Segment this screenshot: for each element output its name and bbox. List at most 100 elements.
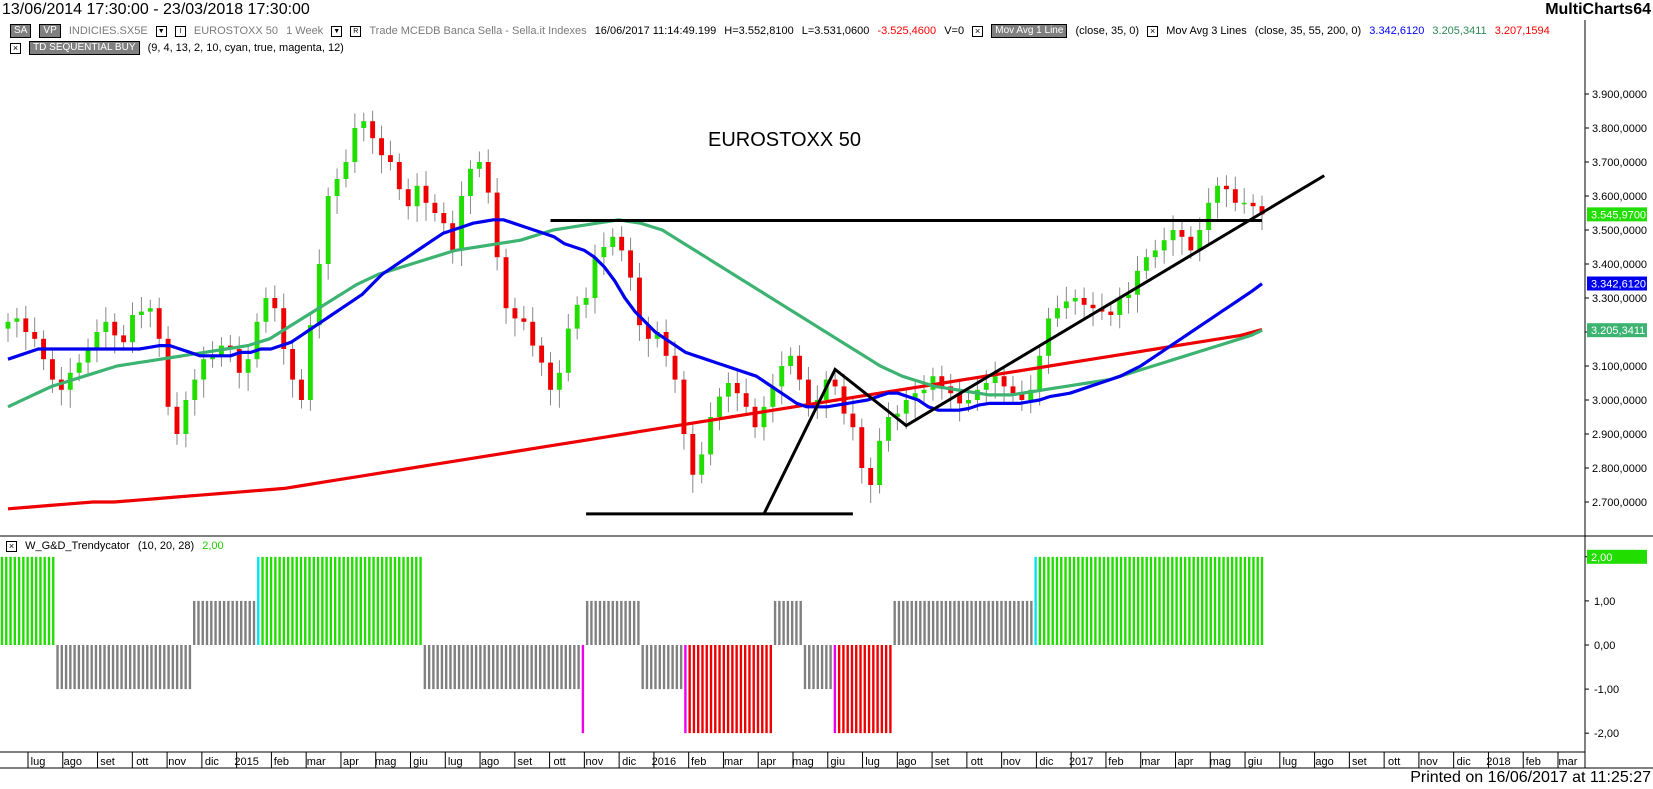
candle-body [1188, 236, 1194, 251]
x-tick-label: ago [898, 756, 916, 768]
candle-body [637, 277, 642, 326]
candle-body [414, 185, 420, 207]
candle-body [156, 308, 162, 339]
candle-body [476, 162, 482, 169]
x-tick-label: dic [205, 756, 220, 768]
candle-body [894, 413, 900, 417]
candle-body [405, 189, 411, 207]
resolution-dropdown-icon[interactable]: ▼ [331, 25, 343, 37]
close-study3-icon[interactable]: × [10, 42, 21, 54]
candle-body [903, 400, 909, 414]
x-tick-label: feb [274, 756, 289, 768]
candle-body [1019, 393, 1025, 400]
candle-body [1055, 308, 1060, 319]
candle-body [379, 138, 384, 156]
candle-body [352, 128, 358, 162]
candle-body [183, 400, 189, 434]
candle-body [468, 168, 473, 196]
candle-body [1223, 185, 1229, 190]
study2-value1: 3.342,6120 [1369, 25, 1425, 37]
close-study2-icon[interactable]: × [1147, 25, 1159, 37]
sa-chip[interactable]: SA [10, 24, 32, 38]
candle-body [672, 355, 678, 380]
low-value: L=3.531,0600 [801, 25, 870, 37]
candle-body [805, 379, 811, 404]
candle-body [1126, 294, 1132, 298]
candle-body [556, 372, 562, 390]
x-tick-label: giu [830, 756, 845, 768]
candle-body [974, 389, 980, 400]
x-tick-label: 2016 [652, 756, 676, 768]
instrument-icon[interactable]: I [174, 25, 186, 37]
x-tick-label: mag [1210, 756, 1231, 768]
candle-body [832, 379, 838, 387]
x-tick-label: ott [136, 756, 148, 768]
candle-body [1108, 311, 1114, 315]
candle-body [94, 332, 100, 349]
candle-body [725, 383, 731, 397]
candle-body [1232, 189, 1238, 203]
candle-body [307, 325, 313, 400]
candle-body [1250, 202, 1256, 207]
indicator-y-tick-label: -1,00 [1594, 684, 1619, 696]
candle-body [130, 315, 135, 343]
candle-body [521, 318, 527, 322]
candle-body [663, 332, 669, 356]
candle-body [610, 236, 616, 247]
x-tick-label: set [100, 756, 115, 768]
candle-body [743, 393, 749, 407]
vp-chip[interactable]: VP [39, 24, 61, 38]
candle-body [112, 321, 118, 336]
x-tick-label: lug [448, 756, 463, 768]
price-label-box [1587, 276, 1647, 291]
x-tick-label: dic [1457, 756, 1472, 768]
status-row-2: × TD SEQUENTIAL BUY (9, 4, 13, 2, 10, cy… [10, 41, 349, 55]
price-label-text: 3.205,3411 [1591, 325, 1645, 337]
candle-body [1135, 270, 1140, 295]
study2-params: (close, 35, 55, 200, 0) [1254, 25, 1362, 37]
y-tick-label: 3.500,0000 [1592, 225, 1647, 237]
candle-body [263, 298, 269, 322]
x-tick-label: mar [724, 756, 743, 768]
x-tick-label: mag [375, 756, 396, 768]
candle-body [334, 179, 340, 196]
candle-body [432, 202, 438, 213]
indicator-value-box [1587, 549, 1647, 564]
study1-name[interactable]: Mov Avg 1 Line [991, 24, 1068, 38]
printed-footer: Printed on 16/06/2017 at 11:25:27 [1410, 769, 1651, 786]
y-tick-label: 3.300,0000 [1592, 293, 1647, 305]
candle-body [165, 338, 171, 407]
close-indicator-icon[interactable]: × [6, 540, 17, 552]
candle-body [121, 335, 127, 343]
candle-body [254, 321, 260, 360]
candle-body [370, 121, 376, 139]
candle-body [1143, 257, 1149, 271]
candle-body [1001, 376, 1007, 387]
x-tick-label: 2018 [1486, 756, 1510, 768]
x-tick-label: feb [1108, 756, 1123, 768]
app-brand: MultiCharts64 [1545, 1, 1651, 18]
candle-body [1215, 185, 1220, 203]
x-tick-label: nov [1003, 756, 1021, 768]
x-tick-label: ott [1388, 756, 1400, 768]
x-tick-label: nov [168, 756, 186, 768]
symbol-dropdown-icon[interactable]: ▼ [155, 25, 167, 37]
x-tick-label: dic [622, 756, 637, 768]
x-tick-label: apr [1178, 756, 1194, 768]
x-tick-label: lug [1282, 756, 1297, 768]
range-icon[interactable]: R [350, 25, 362, 37]
candle-body [32, 332, 38, 339]
volume-value: V=0 [944, 25, 965, 37]
study3-name[interactable]: TD SEQUENTIAL BUY [29, 41, 140, 55]
candle-body [138, 311, 144, 315]
candle-body [494, 192, 500, 258]
candle-body [1206, 202, 1212, 230]
candle-body [272, 298, 278, 309]
close-study1-icon[interactable]: × [972, 25, 984, 37]
price-label-box [1587, 207, 1647, 222]
candle-body [387, 155, 393, 162]
x-tick-label: dic [1039, 756, 1054, 768]
x-tick-label: 2017 [1069, 756, 1093, 768]
title-bar: 13/06/2014 17:30:00 - 23/03/2018 17:30:0… [0, 0, 1653, 20]
